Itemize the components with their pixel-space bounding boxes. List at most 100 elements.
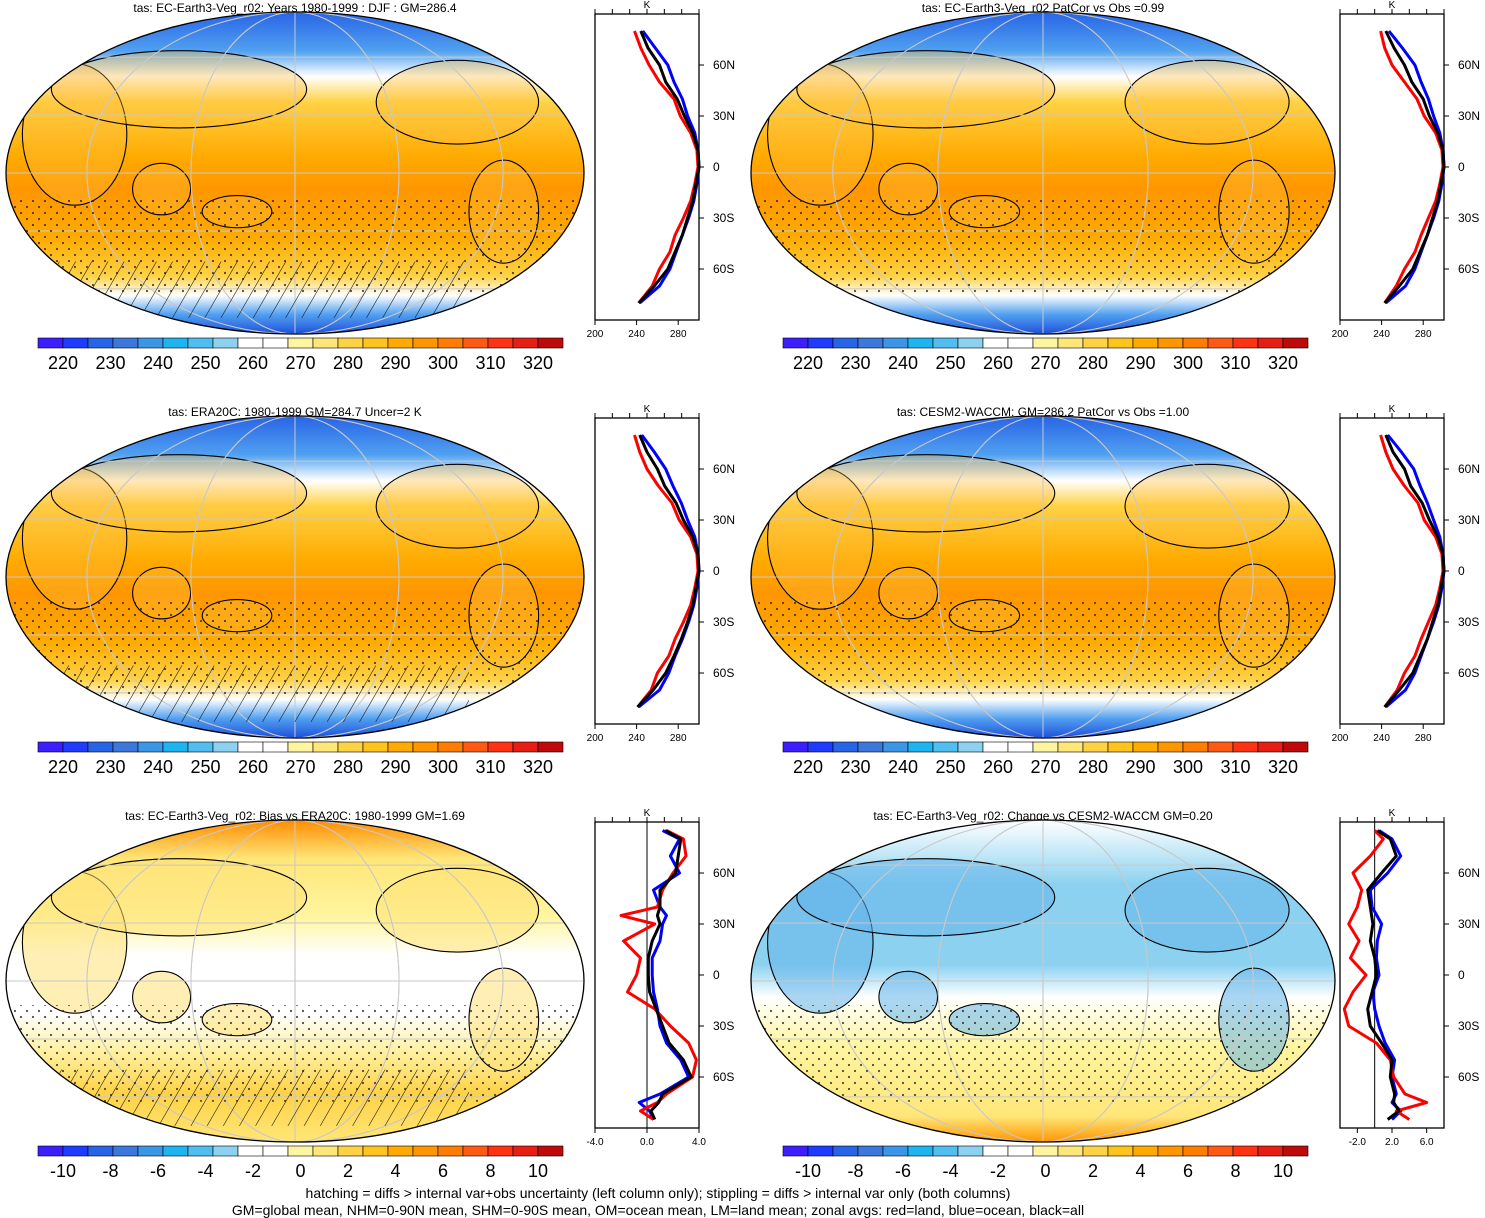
colorbar-swatch	[537, 1145, 564, 1157]
panel-title: tas: EC-Earth3-Veg_r02: Bias vs ERA20C: …	[125, 809, 465, 823]
colorbar-tick-label: 280	[333, 757, 363, 777]
colorbar-tick-label: 270	[1030, 353, 1060, 373]
colorbar-tick-label: 290	[1125, 353, 1155, 373]
colorbar-swatch	[857, 337, 884, 349]
colorbar-swatch	[237, 741, 264, 753]
lat-tick-label: 30N	[1458, 513, 1480, 527]
colorbar-swatch	[1032, 741, 1059, 753]
colorbar-swatch	[807, 1145, 834, 1157]
panel-title: tas: ERA20C: 1980-1999 GM=284.7 Uncer=2 …	[168, 405, 421, 419]
zonal-x-tick-label: 280	[1415, 733, 1432, 744]
colorbar-swatch	[1132, 741, 1159, 753]
colorbar-swatch	[112, 337, 139, 349]
zonal-x-tick-label: 200	[587, 733, 604, 744]
colorbar: 220 230 240 250 260 270 280 290 300 310 320	[37, 337, 564, 373]
colorbar-swatch	[312, 1145, 339, 1157]
colorbar-swatch	[1057, 1145, 1084, 1157]
zonal-x-tick-label: 6.0	[1420, 1137, 1434, 1148]
colorbar-tick-label: 250	[935, 353, 965, 373]
colorbar-tick-label: 300	[1173, 757, 1203, 777]
colorbar-swatch	[212, 1145, 239, 1157]
colorbar-swatch	[112, 1145, 139, 1157]
colorbar-tick-label: 230	[95, 353, 125, 373]
colorbar-tick-label: 320	[1268, 757, 1298, 777]
colorbar-swatch	[1107, 337, 1134, 349]
zonal-x-tick-label: -4.0	[586, 1137, 604, 1148]
zonal-x-tick-label: 280	[670, 733, 687, 744]
colorbar-swatch	[87, 741, 114, 753]
colorbar-swatch	[312, 741, 339, 753]
colorbar-swatch	[437, 337, 464, 349]
colorbar-swatch	[37, 337, 64, 349]
colorbar: -10 -8 -6 -4 -2 0 2 4 6 8 10	[37, 1145, 564, 1181]
colorbar-swatch	[907, 741, 934, 753]
zonal-x-tick-label: 240	[1373, 329, 1390, 340]
colorbar-tick-label: 230	[95, 757, 125, 777]
colorbar-swatch	[957, 1145, 984, 1157]
colorbar-tick-label: 310	[1220, 757, 1250, 777]
panel-4: tas: CESM2-WACCM: GM=286.2 PatCor vs Obs…	[750, 404, 1480, 777]
colorbar-swatch	[1207, 741, 1234, 753]
colorbar-swatch	[187, 741, 214, 753]
colorbar-swatch	[1232, 741, 1259, 753]
panel-2: tas: EC-Earth3-Veg_r02 PatCor vs Obs =0.…	[750, 0, 1480, 373]
colorbar-swatch	[187, 337, 214, 349]
colorbar-tick-label: 270	[1030, 757, 1060, 777]
colorbar-swatch	[87, 1145, 114, 1157]
map-border	[750, 415, 1336, 739]
colorbar-swatch	[437, 741, 464, 753]
colorbar-swatch	[512, 337, 539, 349]
colorbar-tick-label: 10	[528, 1161, 548, 1181]
colorbar-swatch	[982, 337, 1009, 349]
lat-tick-label: 60N	[713, 866, 735, 880]
colorbar-swatch	[782, 741, 809, 753]
zonal-mean-panel: K 200 240 280 60N 30N 0 30S 60S	[1332, 404, 1480, 744]
colorbar-swatch	[137, 337, 164, 349]
zonal-mean-panel: K -4.0 0.0 4.0 60N 30N 0 30S 60S	[586, 808, 735, 1148]
colorbar-tick-label: 8	[485, 1161, 495, 1181]
zonal-x-tick-label: 200	[1332, 329, 1349, 340]
colorbar-tick-label: 240	[888, 757, 918, 777]
zonal-mean-panel: K 200 240 280 60N 30N 0 30S 60S	[587, 404, 735, 744]
colorbar-swatch	[1107, 1145, 1134, 1157]
lat-tick-label: 60N	[1458, 866, 1480, 880]
zonal-x-tick-label: 200	[1332, 733, 1349, 744]
colorbar-tick-label: 260	[238, 353, 268, 373]
zonal-line-land	[619, 829, 698, 1121]
colorbar-swatch	[487, 337, 514, 349]
colorbar-tick-label: 6	[1183, 1161, 1193, 1181]
colorbar-swatch	[362, 1145, 389, 1157]
colorbar-swatch	[62, 337, 89, 349]
colorbar-swatch	[512, 1145, 539, 1157]
colorbar-swatch	[87, 337, 114, 349]
zonal-mean-panel: K 200 240 280 60N 30N 0 30S 60S	[587, 0, 735, 340]
colorbar-tick-label: 260	[238, 757, 268, 777]
colorbar-tick-label: 240	[143, 757, 173, 777]
colorbar-swatch	[957, 337, 984, 349]
panel-1: tas: EC-Earth3-Veg_r02: Years 1980-1999 …	[5, 0, 735, 373]
panel-5: tas: EC-Earth3-Veg_r02: Bias vs ERA20C: …	[5, 808, 735, 1181]
lat-tick-label: 30N	[1458, 109, 1480, 123]
panel-title: tas: CESM2-WACCM: GM=286.2 PatCor vs Obs…	[897, 405, 1190, 419]
colorbar-tick-label: 240	[888, 353, 918, 373]
map-field	[751, 12, 1335, 334]
colorbar-swatch	[337, 337, 364, 349]
colorbar-swatch	[387, 1145, 414, 1157]
zonal-x-tick-label: -2.0	[1349, 1137, 1367, 1148]
colorbar-swatch	[1132, 337, 1159, 349]
lat-tick-label: 30S	[1458, 615, 1479, 629]
zonal-line-land	[633, 30, 700, 304]
colorbar-tick-label: -4	[197, 1161, 213, 1181]
zonal-x-tick-label: 240	[628, 733, 645, 744]
colorbar-swatch	[1182, 741, 1209, 753]
lat-tick-label: 60S	[713, 262, 734, 276]
colorbar-swatch	[1032, 337, 1059, 349]
zonal-line-land	[633, 434, 700, 708]
map-border	[5, 415, 585, 739]
colorbar-tick-label: 260	[983, 757, 1013, 777]
zonal-unit: K	[644, 808, 651, 819]
colorbar-tick-label: 310	[475, 353, 505, 373]
colorbar-tick-label: -6	[150, 1161, 166, 1181]
colorbar-tick-label: -4	[942, 1161, 958, 1181]
colorbar-swatch	[932, 337, 959, 349]
